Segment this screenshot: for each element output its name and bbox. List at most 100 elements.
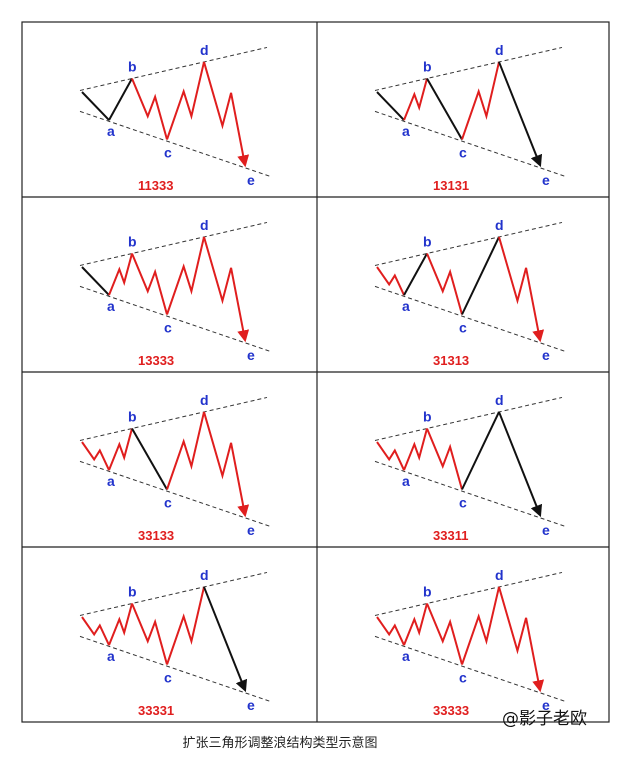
upper-trendline: [79, 396, 268, 441]
wave-leg-b: [403, 253, 428, 296]
upper-trendline: [374, 571, 563, 616]
point-label-e: e: [247, 697, 255, 713]
point-label-e: e: [542, 697, 550, 713]
wave-leg-c: [426, 253, 463, 315]
triangle-panel-4: a b c d e 31313: [374, 217, 568, 368]
point-label-e: e: [247, 172, 255, 188]
wave-leg-e: [498, 411, 543, 518]
point-label-b: b: [423, 584, 432, 600]
upper-trendline: [79, 221, 268, 266]
figure-caption: 扩张三角形调整浪结构类型示意图: [182, 736, 378, 751]
point-label-b: b: [423, 409, 432, 425]
point-label-d: d: [495, 217, 504, 233]
wave-leg-d: [461, 411, 500, 490]
structure-code: 33333: [433, 703, 469, 718]
structure-code: 33133: [138, 528, 174, 543]
wave-leg-a: [376, 266, 405, 296]
point-label-c: c: [459, 495, 467, 511]
triangle-panel-8: a b c d e 33333: [374, 567, 568, 718]
lower-trendline: [374, 110, 568, 178]
wave-leg-a: [81, 266, 110, 296]
wave-leg-e: [203, 586, 248, 693]
point-label-e: e: [542, 522, 550, 538]
wave-leg-e: [498, 586, 545, 693]
point-label-c: c: [164, 320, 172, 336]
wave-leg-e: [498, 236, 545, 343]
point-label-c: c: [459, 145, 467, 161]
point-label-d: d: [495, 392, 504, 408]
wave-leg-b: [403, 78, 428, 121]
structure-code: 31313: [433, 353, 469, 368]
point-label-d: d: [495, 567, 504, 583]
triangle-panel-5: a b c d e 33133: [79, 392, 273, 543]
wave-leg-e: [498, 61, 543, 168]
point-label-b: b: [128, 409, 137, 425]
triangle-panel-3: a b c d e 13333: [79, 217, 273, 368]
wave-leg-d: [166, 61, 205, 140]
wave-leg-a: [376, 616, 405, 646]
upper-trendline: [79, 46, 268, 91]
point-label-a: a: [107, 123, 115, 139]
wave-leg-b: [108, 603, 133, 646]
point-label-c: c: [459, 670, 467, 686]
wave-leg-d: [461, 236, 500, 315]
wave-leg-c: [131, 603, 168, 665]
point-label-b: b: [423, 234, 432, 250]
wave-leg-a: [376, 91, 405, 121]
lower-trendline: [79, 460, 273, 528]
wave-leg-e: [203, 236, 250, 343]
structure-code: 33311: [433, 528, 468, 543]
lower-trendline: [79, 285, 273, 353]
point-label-e: e: [542, 347, 550, 363]
point-label-b: b: [423, 59, 432, 75]
lower-trendline: [79, 110, 273, 178]
point-label-d: d: [200, 567, 209, 583]
point-label-b: b: [128, 584, 137, 600]
wave-leg-b: [403, 428, 428, 471]
lower-trendline: [374, 635, 568, 703]
triangle-panel-1: a b c d e 11333: [79, 42, 273, 193]
point-label-a: a: [402, 123, 410, 139]
wave-leg-c: [426, 78, 463, 140]
triangle-panel-7: a b c d e 33331: [79, 567, 273, 718]
lower-trendline: [79, 635, 273, 703]
wave-leg-d: [461, 586, 500, 665]
wave-leg-b: [108, 428, 133, 471]
structure-code: 13333: [138, 353, 174, 368]
wave-leg-e: [203, 411, 250, 518]
upper-trendline: [374, 221, 563, 266]
grid-frame: [21, 21, 610, 723]
wave-leg-c: [131, 253, 168, 315]
triangle-panel-6: a b c d e 33311: [374, 392, 568, 543]
upper-trendline: [374, 396, 563, 441]
point-label-a: a: [107, 473, 115, 489]
wave-leg-a: [81, 91, 110, 121]
wave-leg-c: [426, 603, 463, 665]
point-label-a: a: [107, 298, 115, 314]
structure-code: 11333: [138, 178, 173, 193]
wave-leg-b: [108, 253, 133, 296]
wave-leg-a: [81, 616, 110, 646]
point-label-d: d: [200, 217, 209, 233]
point-label-d: d: [495, 42, 504, 58]
point-label-e: e: [542, 172, 550, 188]
wave-leg-b: [108, 78, 133, 121]
wave-leg-d: [461, 61, 500, 140]
point-label-e: e: [247, 522, 255, 538]
point-label-a: a: [402, 298, 410, 314]
wave-leg-c: [131, 428, 168, 490]
point-label-c: c: [164, 495, 172, 511]
point-label-a: a: [402, 473, 410, 489]
wave-leg-b: [403, 603, 428, 646]
point-label-b: b: [128, 234, 137, 250]
wave-leg-a: [81, 441, 110, 471]
wave-leg-d: [166, 236, 205, 315]
structure-code: 13131: [433, 178, 469, 193]
upper-trendline: [374, 46, 563, 91]
point-label-e: e: [247, 347, 255, 363]
wave-leg-e: [203, 61, 250, 168]
upper-trendline: [79, 571, 268, 616]
wave-leg-c: [131, 78, 168, 140]
point-label-b: b: [128, 59, 137, 75]
point-label-a: a: [402, 648, 410, 664]
